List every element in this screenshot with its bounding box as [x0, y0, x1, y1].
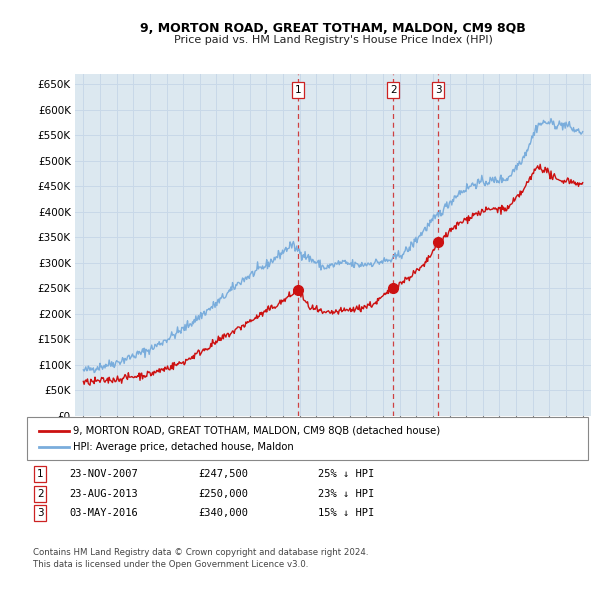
Text: £247,500: £247,500 — [198, 470, 248, 479]
Text: HPI: Average price, detached house, Maldon: HPI: Average price, detached house, Mald… — [73, 442, 294, 451]
Text: 23% ↓ HPI: 23% ↓ HPI — [318, 489, 374, 499]
Text: 25% ↓ HPI: 25% ↓ HPI — [318, 470, 374, 479]
Text: 23-AUG-2013: 23-AUG-2013 — [69, 489, 138, 499]
Text: 2: 2 — [390, 85, 397, 95]
Text: 1: 1 — [37, 470, 44, 479]
Text: 1: 1 — [295, 85, 301, 95]
Text: 9, MORTON ROAD, GREAT TOTHAM, MALDON, CM9 8QB: 9, MORTON ROAD, GREAT TOTHAM, MALDON, CM… — [140, 22, 526, 35]
Text: 23-NOV-2007: 23-NOV-2007 — [69, 470, 138, 479]
Text: 9, MORTON ROAD, GREAT TOTHAM, MALDON, CM9 8QB (detached house): 9, MORTON ROAD, GREAT TOTHAM, MALDON, CM… — [73, 426, 440, 435]
Text: 2: 2 — [37, 489, 44, 499]
Text: Contains HM Land Registry data © Crown copyright and database right 2024.
This d: Contains HM Land Registry data © Crown c… — [33, 548, 368, 569]
Text: £340,000: £340,000 — [198, 509, 248, 518]
Text: 03-MAY-2016: 03-MAY-2016 — [69, 509, 138, 518]
Text: Price paid vs. HM Land Registry's House Price Index (HPI): Price paid vs. HM Land Registry's House … — [173, 35, 493, 45]
Text: 15% ↓ HPI: 15% ↓ HPI — [318, 509, 374, 518]
Text: £250,000: £250,000 — [198, 489, 248, 499]
Text: 3: 3 — [435, 85, 442, 95]
Text: 3: 3 — [37, 509, 44, 518]
